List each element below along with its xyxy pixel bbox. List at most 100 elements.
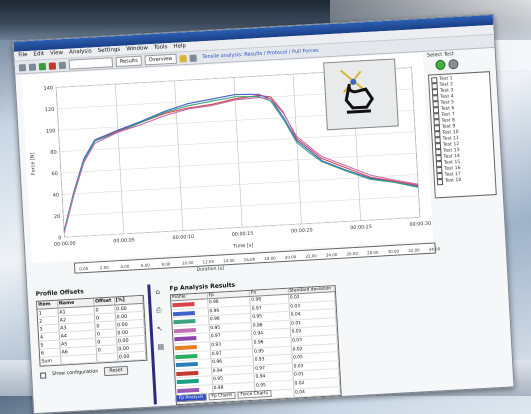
legend-item-label: Test 18 — [444, 178, 462, 185]
open-icon[interactable] — [18, 63, 27, 71]
col-header: Offset — [93, 297, 115, 306]
menu-item[interactable]: Edit — [33, 51, 45, 58]
profile-color-swatch — [173, 319, 196, 325]
reset-button[interactable]: Reset — [104, 365, 128, 377]
table-cell: 2 — [37, 316, 59, 325]
slider-tick-label: 12.00 — [202, 258, 215, 265]
folder-icon[interactable]: ▤ — [157, 342, 165, 352]
y-tick-label: 100 — [46, 128, 56, 135]
slider-tick-label: 32.00 — [408, 247, 420, 254]
menu-item[interactable]: File — [18, 51, 28, 59]
slider-tick-label: 24.00 — [325, 251, 338, 258]
profile-color-swatch — [177, 387, 200, 394]
slider-tick-label: 8.00 — [161, 261, 171, 267]
table-cell: 6 — [39, 348, 61, 357]
menu-item[interactable]: Window — [126, 45, 149, 53]
profile-select[interactable] — [68, 57, 114, 70]
menu-item[interactable]: Settings — [97, 46, 121, 55]
slider-tick-label: 0.00 — [79, 265, 89, 272]
results-panel: Fp Analysis Results Profile Fp Fn Standa… — [169, 276, 342, 406]
show-config-checkbox[interactable] — [39, 371, 47, 379]
grid-line-x — [174, 80, 184, 231]
sum-label: Sum — [40, 356, 62, 365]
slider-tick-label: 28.00 — [366, 249, 379, 256]
x-tick-label: 00:00:10 — [172, 234, 194, 241]
tab-fp-charts[interactable]: Fp Charts — [208, 391, 236, 401]
save-icon[interactable] — [28, 63, 37, 71]
slider-tick-label: 14.00 — [223, 257, 235, 264]
table-cell: 3 — [38, 324, 60, 333]
zoom-icon[interactable] — [179, 54, 187, 62]
y-tick-label: 20 — [54, 214, 61, 220]
tensile-grip-illustration — [323, 58, 399, 131]
x-tick-label: 00:00:05 — [113, 237, 135, 244]
print-icon[interactable] — [58, 61, 67, 69]
cursor-icon[interactable]: ↖ — [156, 324, 163, 334]
profile-color-swatch — [174, 336, 197, 342]
slider-tick-label: 10.00 — [181, 260, 194, 266]
status-ok-icon — [435, 59, 446, 71]
menu-item[interactable]: Help — [173, 43, 187, 50]
slider-tick-label: 30.00 — [387, 248, 400, 255]
y-tick-label: 0 — [58, 235, 62, 241]
profile-color-swatch — [176, 379, 199, 385]
x-tick-label: 00:00:30 — [409, 221, 431, 228]
menu-item[interactable]: View — [49, 49, 64, 57]
print-icon[interactable]: ⎙ — [155, 305, 162, 315]
y-tick-label: 120 — [45, 107, 55, 114]
menu-item[interactable]: Tools — [153, 44, 168, 51]
export-icon[interactable] — [189, 54, 197, 62]
slider-tick-label: 6.00 — [140, 262, 150, 268]
grid-line-x — [233, 77, 243, 228]
table-cell[interactable]: 0 — [95, 329, 117, 338]
grid-line-x — [55, 87, 65, 238]
profile-color-swatch — [172, 302, 195, 308]
table-cell[interactable]: 0 — [96, 345, 118, 354]
y-tick-label: 40 — [53, 192, 60, 198]
legend-checkbox[interactable] — [436, 178, 444, 186]
profile-color-swatch — [175, 353, 198, 359]
profile-color-swatch — [176, 370, 199, 376]
y-tick-label: 140 — [43, 85, 53, 92]
grid-line-x — [115, 84, 125, 234]
y-axis-label: Force [N] — [30, 152, 37, 175]
profile-color-swatch — [175, 362, 198, 368]
slider-tick-label: 18.00 — [264, 255, 276, 262]
test-selection-panel: Select Test Test 1 Test 2 Test 3 Test 4 Test… — [427, 49, 497, 202]
show-config-label: Show configuration — [51, 369, 99, 378]
series-line-4 — [63, 96, 419, 234]
x-axis-label: Time [s] — [232, 243, 254, 250]
slider-caption: Duration [s] — [196, 266, 225, 273]
test-list: Test 1 Test 2 Test 3 Test 4 Test 5 Test 6 Test… — [427, 71, 497, 199]
table-cell[interactable]: 0 — [94, 305, 116, 314]
profile-color-swatch — [173, 327, 196, 333]
start-icon[interactable] — [38, 62, 47, 70]
slider-tick-label: 34.00 — [428, 246, 441, 252]
slider-tick-label: 4.00 — [120, 263, 130, 270]
tab-overview[interactable]: Overview — [144, 53, 177, 66]
grip-icon — [339, 69, 375, 114]
status-idle-icon — [448, 58, 459, 70]
profile-color-swatch — [174, 344, 197, 351]
slider-tick-label: 26.00 — [346, 250, 359, 257]
grid-line-x — [292, 74, 302, 224]
results-table: Profile Fp Fn Standard deviation 0.98 0.9… — [169, 285, 342, 406]
table-cell: 1 — [37, 308, 59, 317]
slider-tick-label: 16.00 — [243, 256, 256, 263]
series-line-3 — [63, 95, 419, 232]
slider-tick-label: 22.00 — [305, 253, 317, 259]
stop-icon[interactable] — [48, 61, 57, 70]
grid-line-x — [411, 67, 421, 218]
y-tick-label: 60 — [51, 171, 58, 177]
menu-item[interactable]: Analysis — [68, 48, 92, 56]
tab-results[interactable]: Results — [115, 55, 143, 68]
table-cell: 4 — [38, 332, 60, 341]
x-tick-label: 00:00:00 — [54, 241, 76, 248]
table-cell[interactable]: 0 — [94, 313, 116, 322]
slider-tick-label: 20.00 — [284, 254, 297, 260]
profile-color-swatch — [172, 310, 196, 316]
x-tick-label: 00:00:15 — [232, 231, 254, 238]
table-cell[interactable]: 0 — [96, 337, 118, 346]
table-cell[interactable]: 0 — [95, 321, 117, 330]
home-icon[interactable]: ⌂ — [155, 287, 161, 297]
